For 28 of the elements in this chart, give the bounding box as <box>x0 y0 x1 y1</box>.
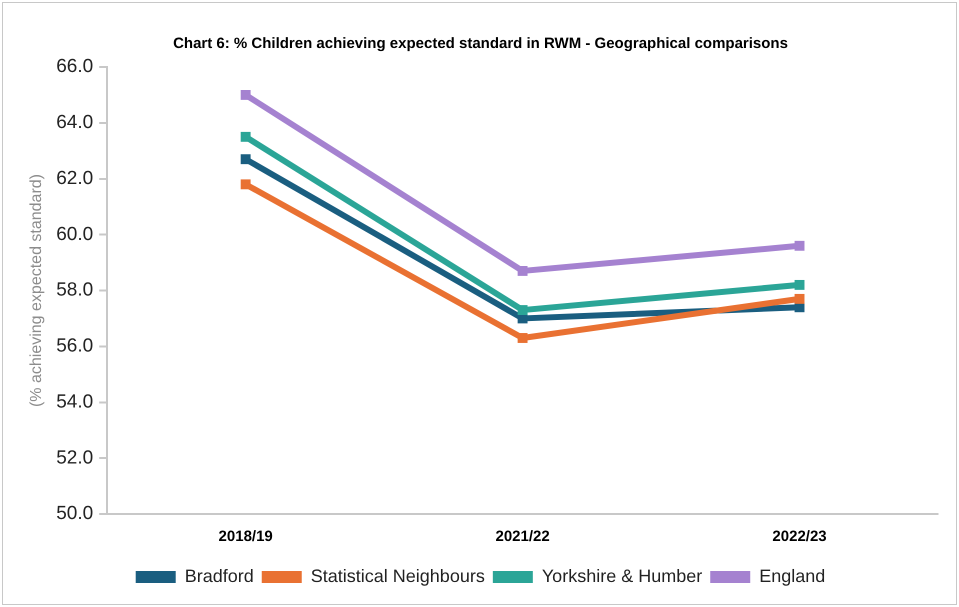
y-tick-label: 62.0 <box>56 168 94 189</box>
y-tick-label: 64.0 <box>56 112 94 134</box>
point <box>518 333 528 343</box>
point <box>794 294 804 304</box>
point <box>794 280 804 290</box>
legend-label: Yorkshire & Humber <box>542 566 702 586</box>
y-tick-label: 58.0 <box>56 280 94 301</box>
y-tick-label: 56.0 <box>56 336 94 357</box>
point <box>518 305 528 316</box>
x-tick-label: 2022/23 <box>772 528 827 546</box>
x-tick-label: 2021/22 <box>495 528 550 546</box>
y-tick-label: 52.0 <box>56 447 94 468</box>
point <box>240 154 251 164</box>
legend-label: England <box>759 566 826 586</box>
point <box>518 266 528 276</box>
chart-title: Chart 6: % Children achieving expected standard in RWM - Geographical comparisons <box>173 35 788 52</box>
point <box>240 90 251 100</box>
x-tick-label: 2018/19 <box>218 528 273 546</box>
y-tick-label: 66.0 <box>56 56 94 78</box>
y-tick-label: 54.0 <box>56 391 94 412</box>
legend-label: Statistical Neighbours <box>310 566 485 586</box>
legend-label: Bradford <box>184 566 254 586</box>
point <box>794 240 804 251</box>
point <box>240 132 251 142</box>
y-tick-label: 50.0 <box>56 503 94 524</box>
point <box>240 179 251 190</box>
y-axis-title: (% achieving expected standard) <box>28 174 46 408</box>
y-tick-label: 60.0 <box>56 224 94 245</box>
